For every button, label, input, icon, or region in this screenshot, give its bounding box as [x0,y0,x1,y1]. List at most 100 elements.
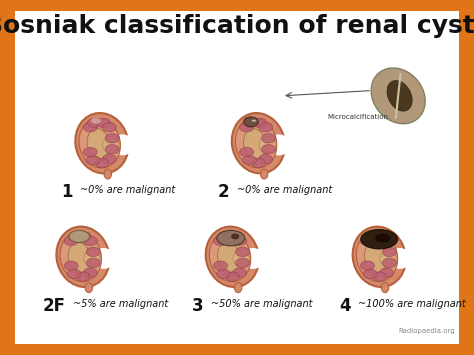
Ellipse shape [374,232,388,241]
Ellipse shape [236,247,249,257]
Ellipse shape [76,272,90,281]
Ellipse shape [83,122,97,132]
Ellipse shape [105,133,119,143]
Ellipse shape [233,236,246,246]
Ellipse shape [365,242,387,273]
Ellipse shape [96,118,110,127]
Ellipse shape [231,234,239,239]
Ellipse shape [235,283,242,293]
FancyBboxPatch shape [15,11,459,344]
Ellipse shape [86,247,100,257]
Ellipse shape [85,283,92,293]
Ellipse shape [371,68,425,124]
Ellipse shape [213,236,228,246]
Ellipse shape [83,236,97,246]
Ellipse shape [252,120,256,122]
Text: 4: 4 [339,297,350,315]
Ellipse shape [103,137,119,153]
Ellipse shape [356,232,398,282]
Ellipse shape [236,258,249,268]
Ellipse shape [218,232,232,241]
Ellipse shape [213,261,228,270]
Ellipse shape [380,250,396,267]
Ellipse shape [86,258,100,268]
Ellipse shape [244,129,266,159]
Text: 1: 1 [62,184,73,201]
Ellipse shape [232,113,285,174]
Text: Microcalcification: Microcalcification [328,114,388,120]
Ellipse shape [60,232,101,282]
Ellipse shape [361,230,398,249]
Text: Bosniak classification of renal cysts: Bosniak classification of renal cysts [0,14,474,38]
Ellipse shape [218,242,240,273]
Ellipse shape [69,232,82,241]
Ellipse shape [83,268,97,278]
Ellipse shape [206,226,259,287]
Text: ~5% are malignant: ~5% are malignant [73,299,169,309]
Ellipse shape [241,248,264,269]
Ellipse shape [259,154,273,164]
Text: 2: 2 [218,184,229,201]
Text: Radiopaedia.org: Radiopaedia.org [399,328,455,334]
Ellipse shape [225,272,239,281]
Ellipse shape [102,154,116,164]
Ellipse shape [387,81,412,111]
Ellipse shape [360,236,374,246]
Ellipse shape [360,261,374,270]
Ellipse shape [92,248,115,269]
Ellipse shape [365,232,379,241]
Ellipse shape [87,129,109,159]
Ellipse shape [382,283,389,293]
Ellipse shape [56,226,109,287]
Ellipse shape [380,236,393,246]
Ellipse shape [262,144,275,154]
Ellipse shape [102,122,116,132]
Ellipse shape [259,122,273,132]
Ellipse shape [372,272,386,281]
Ellipse shape [75,113,128,174]
Ellipse shape [380,268,393,278]
Ellipse shape [388,248,411,269]
Ellipse shape [375,234,390,242]
Ellipse shape [217,230,245,246]
Ellipse shape [244,118,258,127]
Ellipse shape [227,232,241,241]
Ellipse shape [233,250,249,267]
Ellipse shape [86,155,100,165]
Ellipse shape [259,137,275,153]
Text: ~0% are malignant: ~0% are malignant [81,185,176,195]
Ellipse shape [244,117,258,127]
Ellipse shape [236,119,277,168]
Ellipse shape [239,147,254,157]
Ellipse shape [64,261,78,270]
Ellipse shape [239,122,254,132]
Ellipse shape [105,144,119,154]
Ellipse shape [64,236,78,246]
Ellipse shape [83,147,97,157]
Text: 2F: 2F [43,297,65,315]
Ellipse shape [383,258,396,268]
Ellipse shape [217,269,230,279]
Ellipse shape [79,119,120,168]
Ellipse shape [233,268,246,278]
Ellipse shape [353,226,406,287]
Ellipse shape [67,269,81,279]
Text: ~100% are malignant: ~100% are malignant [358,299,465,309]
Ellipse shape [111,135,134,155]
Ellipse shape [364,269,377,279]
Ellipse shape [210,232,251,282]
Ellipse shape [251,158,265,168]
Ellipse shape [77,232,91,241]
Ellipse shape [267,135,291,155]
Ellipse shape [84,250,100,267]
Ellipse shape [88,118,101,127]
Ellipse shape [262,133,275,143]
Ellipse shape [253,118,267,127]
Ellipse shape [69,230,90,242]
Text: ~0% are malignant: ~0% are malignant [237,185,332,195]
Ellipse shape [243,155,256,165]
Ellipse shape [104,169,111,179]
Ellipse shape [95,158,109,168]
Ellipse shape [383,247,396,257]
Ellipse shape [261,169,268,179]
